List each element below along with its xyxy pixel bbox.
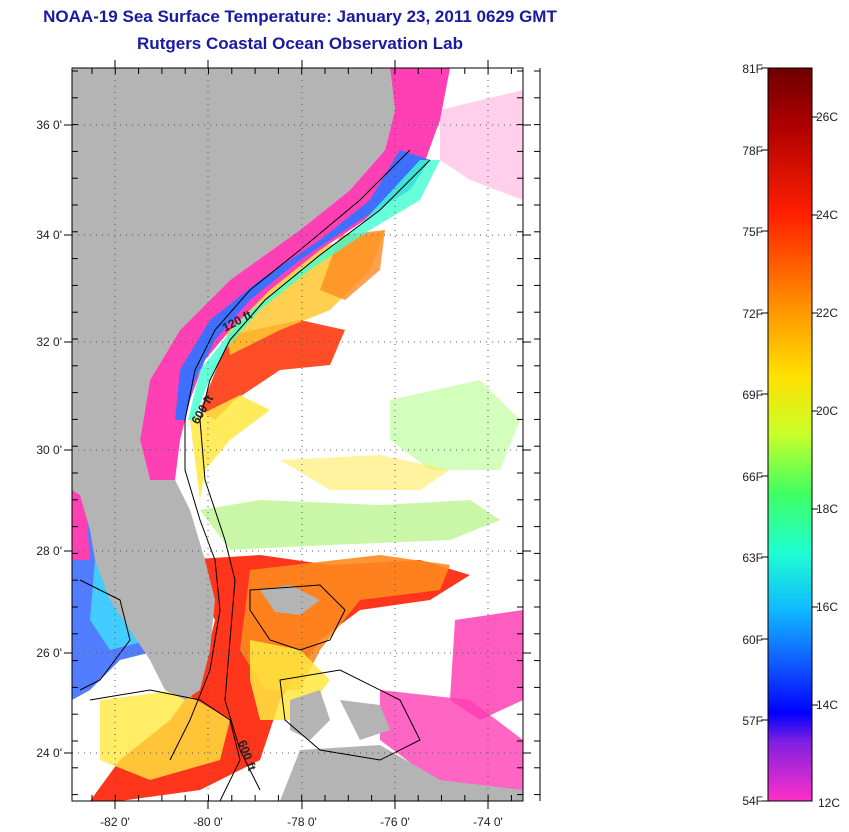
colorbar: 81F 78F 75F 72F 69F 66F 63F 60F 57F 54F …: [742, 62, 840, 810]
lon-label: -80 0': [193, 815, 223, 829]
cb-f-label: 57F: [742, 714, 763, 728]
cb-f-label: 66F: [742, 470, 763, 484]
cb-c-label: 14C: [816, 698, 838, 712]
cb-f-label: 81F: [742, 62, 763, 76]
lon-label: -76 0': [380, 815, 410, 829]
cb-f-label: 75F: [742, 225, 763, 239]
lat-label: 24 0': [36, 746, 62, 760]
cb-f-label: 54F: [742, 794, 763, 808]
lat-label: 26 0': [36, 646, 62, 660]
lat-label: 36 0': [36, 118, 62, 132]
map-ticks: [64, 60, 540, 809]
lon-label: -74 0': [473, 815, 503, 829]
cb-c-label: 24C: [816, 208, 838, 222]
cb-c-label: 26C: [816, 110, 838, 124]
colorbar-fahrenheit-labels: 81F 78F 75F 72F 69F 66F 63F 60F 57F 54F: [742, 62, 763, 808]
cb-f-label: 72F: [742, 307, 763, 321]
cb-c-label: 22C: [816, 306, 838, 320]
lon-label: -78 0': [287, 815, 317, 829]
chart-subtitle: Rutgers Coastal Ocean Observation Lab: [137, 34, 463, 53]
cb-c-label: 12C: [818, 796, 840, 810]
cb-c-label: 20C: [816, 404, 838, 418]
lat-label: 30 0': [36, 443, 62, 457]
latitude-labels: 36 0' 34 0' 32 0' 30 0' 28 0' 26 0' 24 0…: [36, 118, 62, 760]
map-frame: [71, 67, 524, 802]
map-imagery: [72, 68, 523, 801]
cb-c-label: 16C: [816, 600, 838, 614]
graticule: [72, 68, 523, 801]
cb-f-label: 60F: [742, 633, 763, 647]
longitude-labels: -82 0' -80 0' -78 0' -76 0' -74 0': [100, 815, 503, 829]
colorbar-gradient: [767, 67, 813, 802]
cb-f-label: 78F: [742, 144, 763, 158]
lat-label: 28 0': [36, 544, 62, 558]
cb-f-label: 69F: [742, 388, 763, 402]
cb-f-label: 63F: [742, 551, 763, 565]
lat-label: 32 0': [36, 335, 62, 349]
colorbar-celsius-labels: 26C 24C 22C 20C 18C 16C 14C 12C: [816, 110, 840, 810]
cb-c-label: 18C: [816, 502, 838, 516]
lat-label: 34 0': [36, 228, 62, 242]
chart-title: NOAA-19 Sea Surface Temperature: January…: [43, 7, 557, 26]
lon-label: -82 0': [100, 815, 130, 829]
